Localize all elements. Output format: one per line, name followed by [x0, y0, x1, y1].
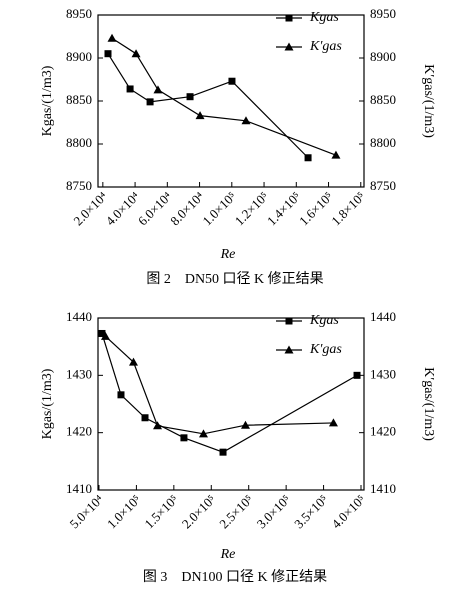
y2-axis-label: K′gas/(1/m3)	[421, 64, 436, 138]
marker	[128, 357, 138, 366]
x-tick-label: 2.0×10⁴	[70, 188, 110, 228]
series-line	[111, 37, 337, 156]
x-tick-label: 2.0×10⁵	[179, 492, 219, 532]
x-tick-label: 6.0×10⁴	[135, 188, 175, 228]
y2-axis-label: K′gas/(1/m3)	[421, 367, 436, 441]
marker	[107, 33, 117, 42]
marker	[228, 77, 236, 85]
x-axis-label: Re	[220, 247, 236, 262]
marker	[104, 50, 112, 58]
marker	[304, 154, 312, 162]
x-tick-label: 4.0×10⁵	[329, 492, 369, 532]
marker	[353, 371, 361, 379]
x-tick-label: 2.5×10⁵	[216, 492, 256, 532]
marker	[153, 421, 163, 430]
marker	[141, 414, 149, 422]
y-tick-label: 8750	[66, 178, 92, 193]
marker	[100, 331, 110, 340]
marker	[153, 85, 163, 94]
x-tick-label: 3.0×10⁵	[254, 492, 294, 532]
x-tick-label: 8.0×10⁴	[167, 188, 207, 228]
series-line	[107, 53, 309, 159]
marker	[331, 150, 341, 159]
x-tick-label: 1.4×10⁵	[264, 189, 304, 229]
y2-tick-label: 8850	[370, 92, 396, 107]
x-tick-label: 1.8×10⁵	[328, 189, 368, 229]
y-axis-label: Kgas/(1/m3)	[40, 65, 55, 136]
y2-tick-label: 8750	[370, 178, 396, 193]
x-tick-label: 1.5×10⁵	[141, 492, 181, 532]
legend-label: Kgas	[309, 10, 339, 25]
x-axis-label: Re	[220, 547, 236, 562]
marker	[328, 418, 338, 427]
marker	[186, 93, 194, 101]
legend-marker	[284, 42, 294, 51]
legend-label: Kgas	[309, 313, 339, 328]
x-tick-label: 3.5×10⁵	[291, 492, 331, 532]
marker	[117, 391, 125, 399]
x-tick-label: 1.2×10⁵	[232, 189, 272, 229]
x-tick-label: 1.0×10⁵	[199, 189, 239, 229]
legend-label: K′gas	[309, 39, 342, 54]
plot-frame	[97, 317, 365, 491]
y2-tick-label: 1430	[370, 366, 396, 381]
legend-marker	[284, 345, 294, 354]
figure-caption: 图 3 DN100 口径 K 修正结果	[143, 569, 327, 585]
y-tick-label: 8950	[66, 6, 92, 21]
marker	[98, 329, 106, 337]
y2-tick-label: 1410	[370, 481, 396, 496]
legend-marker	[285, 14, 293, 22]
x-tick-label: 4.0×10⁴	[103, 188, 143, 228]
y-tick-label: 1420	[66, 424, 92, 439]
marker	[146, 98, 154, 106]
marker	[198, 429, 208, 438]
y2-tick-label: 8800	[370, 135, 396, 150]
marker	[241, 116, 251, 125]
legend-label: K′gas	[309, 342, 342, 357]
y-tick-label: 1410	[66, 481, 92, 496]
y2-tick-label: 1420	[370, 424, 396, 439]
marker	[195, 111, 205, 120]
series-line	[105, 335, 334, 435]
marker	[126, 85, 134, 93]
marker	[240, 420, 250, 429]
marker	[180, 434, 188, 442]
x-tick-label: 5.0×10⁴	[67, 491, 107, 531]
y2-tick-label: 8950	[370, 6, 396, 21]
x-tick-label: 1.0×10⁵	[104, 492, 144, 532]
y-tick-label: 1430	[66, 366, 92, 381]
y-tick-label: 8900	[66, 49, 92, 64]
series-line	[101, 333, 358, 453]
y-tick-label: 8800	[66, 135, 92, 150]
y-tick-label: 8850	[66, 92, 92, 107]
y2-tick-label: 8900	[370, 49, 396, 64]
marker	[219, 448, 227, 456]
y-tick-label: 1440	[66, 309, 92, 324]
marker	[131, 49, 141, 58]
y-axis-label: Kgas/(1/m3)	[40, 368, 55, 439]
x-tick-label: 1.6×10⁵	[296, 189, 336, 229]
legend-marker	[285, 317, 293, 325]
figure-caption: 图 2 DN50 口径 K 修正结果	[146, 271, 323, 287]
y2-tick-label: 1440	[370, 309, 396, 324]
